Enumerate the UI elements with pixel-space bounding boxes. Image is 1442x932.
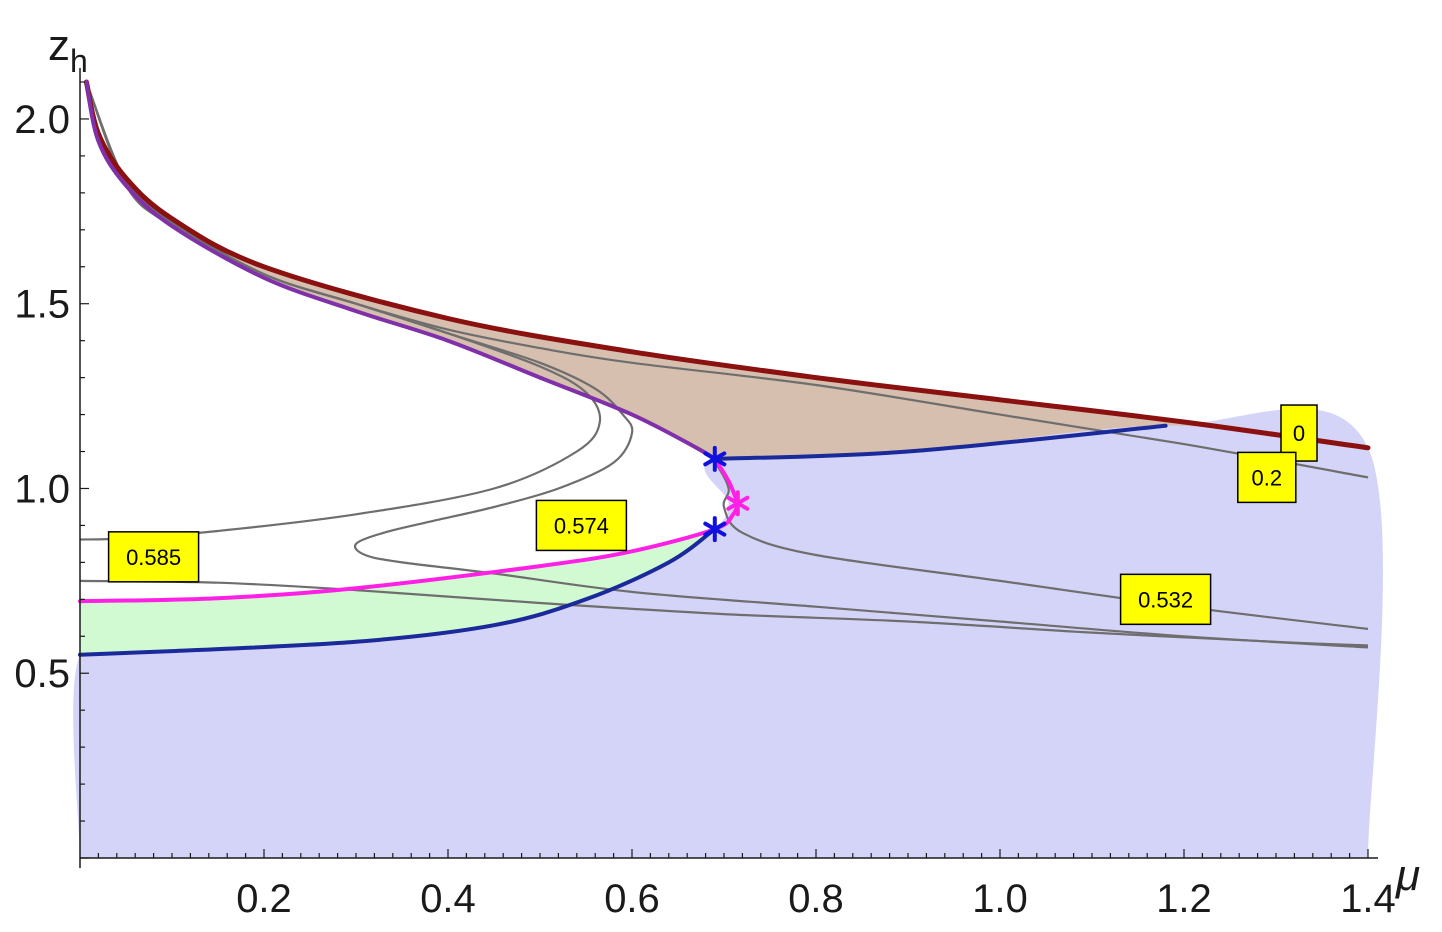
- boundary-curve-blue_curve: [712, 423, 1168, 461]
- boundary-curve-magenta_curve: [78, 501, 740, 604]
- contour-value-label: 0.532: [1119, 573, 1212, 626]
- star-marker: [703, 516, 727, 543]
- axes: [79, 68, 1378, 868]
- contour-value-label: 0.585: [107, 531, 200, 583]
- y-axis-title: zh: [48, 21, 88, 79]
- x-tick-label: 0.2: [236, 877, 292, 921]
- region-blue_region: [73, 408, 1383, 858]
- svg-text:0: 0: [1293, 421, 1305, 446]
- star-marker: [726, 490, 750, 517]
- y-tick-label: 2.0: [14, 98, 70, 142]
- boundary-curve-red_curve: [83, 79, 1371, 451]
- x-axis-title: μ: [1395, 851, 1420, 900]
- region-green_region: [80, 528, 716, 655]
- contour-value-label: 0.574: [535, 499, 628, 552]
- svg-text:0.585: 0.585: [126, 545, 181, 570]
- y-tick-label: 1.0: [14, 467, 70, 511]
- contour-line: [79, 81, 602, 541]
- boundary-curve-blue_curve: [78, 527, 717, 657]
- contour-value-label: 0.2: [1237, 451, 1297, 504]
- contour-line: [85, 81, 1369, 479]
- contour-value-labels: 0 0.2 0.532 0.574 0.585: [107, 404, 1318, 626]
- contour-line: [79, 579, 1369, 647]
- critical-point-markers: [703, 445, 750, 543]
- shaded-regions: [73, 81, 1383, 858]
- x-tick-label: 1.2: [1156, 877, 1212, 921]
- tick-marks: 0.2 0.4 0.6 0.8 1.0 1.2 1.4 0.5 1.0 1.5 2.0: [14, 81, 1396, 921]
- y-tick-label: 0.5: [14, 652, 70, 696]
- svg-text:0.574: 0.574: [554, 513, 609, 538]
- x-tick-label: 1.4: [1340, 877, 1396, 921]
- x-tick-label: 0.8: [788, 877, 844, 921]
- x-tick-label: 0.4: [420, 877, 476, 921]
- region-tan_region: [86, 81, 1369, 459]
- y-tick-label: 1.5: [14, 283, 70, 327]
- boundary-curve-purple_curve: [84, 80, 717, 461]
- x-tick-label: 0.6: [604, 877, 660, 921]
- star-marker: [703, 445, 727, 472]
- svg-text:0.532: 0.532: [1138, 587, 1193, 612]
- svg-text:0.2: 0.2: [1252, 465, 1283, 490]
- x-tick-label: 1.0: [972, 877, 1028, 921]
